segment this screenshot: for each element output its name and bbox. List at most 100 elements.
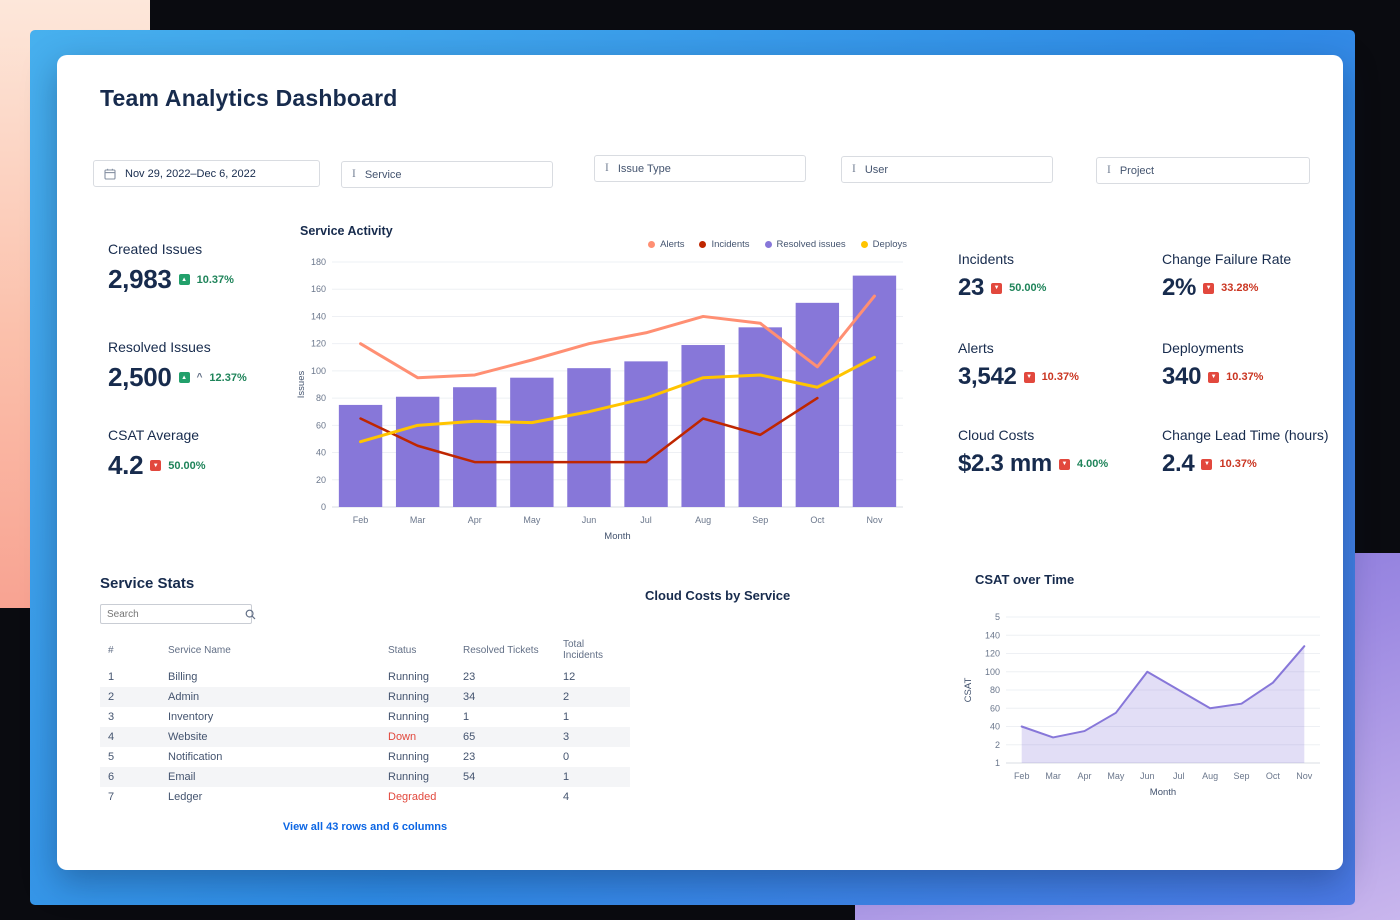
kpi-alerts: Alerts 3,542 ▼ 10.37% bbox=[958, 340, 1079, 391]
trend-down-icon: ▼ bbox=[1023, 371, 1035, 383]
kpi-value: $2.3 mm bbox=[958, 450, 1052, 477]
kpi-label: Change Lead Time (hours) bbox=[1162, 427, 1329, 443]
view-all-link[interactable]: View all 43 rows and 6 columns bbox=[282, 821, 448, 833]
kpi-label: Cloud Costs bbox=[958, 427, 1035, 443]
kpi-label: Change Failure Rate bbox=[1162, 251, 1292, 267]
kpi-value: 340 bbox=[1162, 363, 1202, 390]
total-incidents: 1 bbox=[563, 771, 570, 783]
service-activity: 0 20 40 60 80 100 120 140 160 180 Feb Mar Apr May Jun J… bbox=[296, 257, 903, 542]
svg-text:Aug: Aug bbox=[1202, 771, 1218, 781]
svg-text:60: 60 bbox=[316, 420, 326, 430]
svg-text:1: 1 bbox=[995, 758, 1000, 768]
kpi-delta: 33.28% bbox=[1221, 282, 1259, 294]
trend-up-icon: ▲ bbox=[178, 372, 190, 383]
svg-text:Oct: Oct bbox=[810, 515, 825, 525]
legend-resolved-issues[interactable]: Resolved issues bbox=[764, 239, 846, 250]
project-filter[interactable]: I Project bbox=[1096, 157, 1310, 184]
status: Running bbox=[388, 711, 429, 723]
kpi-value: 2% bbox=[1162, 274, 1197, 301]
total-incidents: 4 bbox=[563, 791, 570, 803]
row-number: 7 bbox=[108, 791, 115, 803]
issue-type-filter[interactable]: I Issue Type bbox=[594, 155, 806, 182]
service-stats-table: # Service Name Status Resolved Tickets T… bbox=[100, 633, 630, 807]
date-range-filter[interactable]: Nov 29, 2022–Dec 6, 2022 bbox=[93, 160, 320, 187]
alerts-line bbox=[359, 294, 876, 380]
kpi-label: Resolved Issues bbox=[108, 339, 211, 355]
calendar-icon bbox=[104, 168, 116, 180]
kpi-delta: 50.00% bbox=[168, 459, 206, 472]
svg-text:May: May bbox=[1107, 771, 1125, 781]
kpi-value: 4.2 bbox=[108, 450, 144, 480]
total-incidents: 1 bbox=[563, 711, 570, 723]
service-activity-title: Service Activity bbox=[300, 224, 393, 238]
table-row: 6 Email Running 54 1 bbox=[100, 767, 630, 787]
svg-text:40: 40 bbox=[316, 448, 326, 458]
kpi-label: Alerts bbox=[958, 340, 994, 356]
search-icon[interactable] bbox=[245, 609, 262, 620]
svg-text:40: 40 bbox=[990, 722, 1000, 732]
kpi-delta: 4.00% bbox=[1076, 458, 1109, 470]
col-service-name: Service Name bbox=[168, 644, 231, 656]
row-number: 2 bbox=[108, 691, 115, 703]
chart-legend: Alerts Incidents Resolved issues Deploys bbox=[648, 239, 907, 250]
svg-text:Sep: Sep bbox=[1233, 771, 1249, 781]
kpi-delta: 10.37% bbox=[1226, 371, 1264, 383]
resolved-tickets: 23 bbox=[463, 671, 476, 683]
table-row: 5 Notification Running 23 0 bbox=[100, 747, 630, 767]
service-filter-label: Service bbox=[364, 168, 402, 181]
svg-text:Jun: Jun bbox=[1140, 771, 1155, 781]
filter-ibeam-icon: I bbox=[605, 162, 609, 174]
resolved-issues-bars bbox=[338, 275, 897, 507]
table-row: 4 Website Down 65 3 bbox=[100, 727, 630, 747]
total-incidents: 2 bbox=[563, 691, 570, 703]
service-stats-title: Service Stats bbox=[100, 575, 195, 592]
svg-text:Jul: Jul bbox=[640, 515, 652, 525]
table-row: 1 Billing Running 23 12 bbox=[100, 667, 630, 687]
legend-deploys[interactable]: Deploys bbox=[860, 239, 907, 250]
user-filter-label: User bbox=[864, 163, 889, 176]
legend-incidents[interactable]: Incidents bbox=[699, 239, 750, 250]
kpi-change-failure-rate: Change Failure Rate 2% ▼ 33.28% bbox=[1162, 251, 1291, 302]
trend-down-icon: ▼ bbox=[991, 282, 1003, 294]
col-resolved-tickets: Resolved Tickets bbox=[463, 644, 539, 656]
caret-up-icon: ^ bbox=[196, 372, 203, 383]
total-incidents: 3 bbox=[563, 731, 570, 743]
svg-text:Mar: Mar bbox=[1045, 771, 1061, 781]
page-title: Team Analytics Dashboard bbox=[100, 85, 398, 111]
service-name: Ledger bbox=[168, 791, 203, 803]
svg-text:Sep: Sep bbox=[752, 515, 768, 525]
service-name: Admin bbox=[168, 691, 200, 703]
svg-text:Feb: Feb bbox=[353, 515, 369, 525]
kpi-label: CSAT Average bbox=[108, 427, 200, 443]
svg-text:Feb: Feb bbox=[1014, 771, 1030, 781]
svg-text:2: 2 bbox=[995, 740, 1000, 750]
svg-text:Apr: Apr bbox=[1077, 771, 1091, 781]
row-number: 5 bbox=[108, 751, 115, 763]
service-stats-search bbox=[100, 604, 256, 624]
user-filter[interactable]: I User bbox=[841, 156, 1053, 183]
trend-down-icon: ▼ bbox=[1201, 458, 1213, 470]
total-incidents: 0 bbox=[563, 751, 570, 763]
service-filter[interactable]: I Service bbox=[341, 161, 553, 188]
legend-label: Alerts bbox=[660, 239, 685, 250]
svg-text:CSAT: CSAT bbox=[963, 677, 974, 702]
svg-text:20: 20 bbox=[316, 475, 326, 485]
kpi-value: 23 bbox=[958, 274, 985, 301]
svg-text:5: 5 bbox=[995, 612, 1000, 622]
csat-line bbox=[1020, 645, 1306, 739]
svg-text:Mar: Mar bbox=[410, 515, 426, 525]
csat-area bbox=[1021, 646, 1305, 763]
issue-type-filter-label: Issue Type bbox=[617, 162, 671, 175]
search-input[interactable] bbox=[101, 608, 245, 620]
col-number: # bbox=[108, 644, 114, 656]
svg-text:0: 0 bbox=[321, 502, 326, 512]
kpi-created-issues: Created Issues 2,983 ▲ 10.37% bbox=[108, 241, 234, 295]
status: Running bbox=[388, 771, 429, 783]
resolved-tickets bbox=[455, 787, 555, 807]
kpi-change-lead-time-hours: Change Lead Time (hours) 2.4 ▼ 10.37% bbox=[1162, 427, 1329, 478]
kpi-label: Incidents bbox=[958, 251, 1015, 267]
legend-alerts[interactable]: Alerts bbox=[648, 239, 684, 250]
kpi-delta: 10.37% bbox=[1041, 371, 1079, 383]
svg-text:120: 120 bbox=[985, 649, 1000, 659]
total-incidents: 12 bbox=[563, 671, 576, 683]
